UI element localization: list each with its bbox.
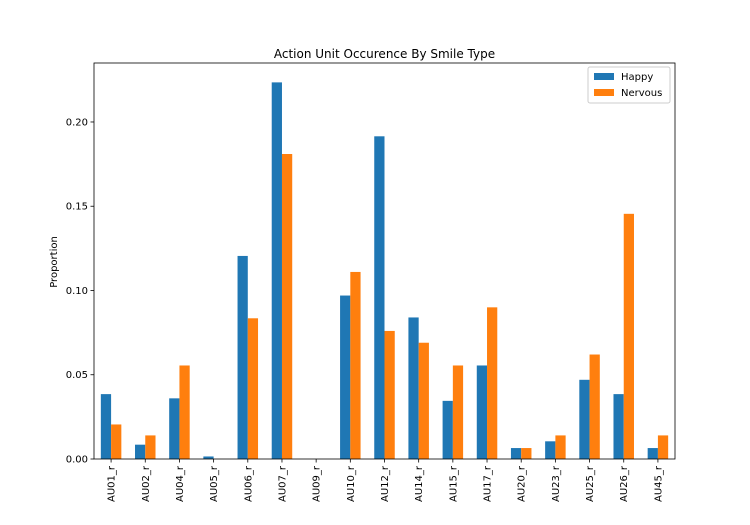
- x-tick-label: AU12_r: [380, 465, 391, 502]
- legend-label-happy: Happy: [621, 72, 653, 83]
- legend: Happy Nervous: [587, 66, 671, 104]
- bar-nervous-au04_r: [179, 365, 190, 459]
- axes-group: 0.00 0.05 0.10 0.15 0.20 AU01_r AU02_r AU04_r AU…: [66, 62, 676, 502]
- bars-group: [100, 82, 669, 460]
- bar-nervous-au10_r: [350, 271, 361, 459]
- bar-nervous-au12_r: [384, 330, 395, 459]
- y-tick-label: 0.05: [66, 370, 88, 381]
- bar-happy-au17_r: [476, 365, 488, 459]
- bar-nervous-au25_r: [589, 354, 600, 459]
- bar-happy-au02_r: [135, 444, 146, 459]
- bar-happy-au20_r: [510, 448, 522, 459]
- bar-nervous-au23_r: [555, 435, 566, 459]
- x-tick-label: AU01_r: [107, 465, 118, 502]
- x-tick-label: AU14_r: [414, 465, 425, 502]
- x-tick-label: AU25_r: [585, 465, 596, 502]
- bar-nervous-au17_r: [487, 307, 498, 459]
- legend-swatch-nervous: [594, 89, 614, 96]
- bar-happy-au12_r: [374, 136, 385, 460]
- y-tick-label: 0.10: [66, 286, 88, 297]
- y-axis-label: Proportion: [49, 236, 60, 288]
- bar-happy-au26_r: [613, 394, 624, 459]
- x-tick-label: AU23_r: [551, 465, 562, 502]
- bar-happy-au05_r: [203, 456, 214, 459]
- y-tick-label: 0.00: [66, 455, 88, 466]
- legend-label-nervous: Nervous: [621, 88, 662, 99]
- bar-nervous-au01_r: [111, 424, 122, 459]
- x-tick-label: AU02_r: [141, 465, 152, 502]
- bar-happy-au01_r: [100, 394, 112, 459]
- x-tick-label: AU06_r: [243, 465, 254, 502]
- bar-happy-au04_r: [169, 398, 180, 459]
- bar-happy-au25_r: [579, 379, 590, 459]
- x-tick-label: AU20_r: [517, 465, 528, 502]
- bar-nervous-au06_r: [247, 318, 259, 459]
- bar-happy-au07_r: [271, 82, 282, 459]
- bar-nervous-au14_r: [418, 342, 429, 459]
- x-tick-label: AU26_r: [619, 465, 630, 502]
- x-tick-label: AU07_r: [277, 465, 288, 502]
- x-tick-label: AU17_r: [483, 465, 494, 502]
- y-tick-label: 0.20: [66, 117, 88, 128]
- bar-nervous-au20_r: [521, 448, 532, 459]
- x-tick-label: AU05_r: [209, 465, 220, 502]
- bar-happy-au10_r: [340, 295, 351, 459]
- x-tick-label: AU15_r: [448, 465, 459, 502]
- bar-nervous-au26_r: [623, 213, 634, 459]
- bar-happy-au14_r: [408, 317, 419, 459]
- bar-nervous-au15_r: [452, 365, 464, 459]
- bar-happy-au06_r: [237, 255, 248, 459]
- y-tick-label: 0.15: [66, 202, 88, 213]
- bar-nervous-au45_r: [657, 435, 669, 459]
- bar-nervous-au07_r: [281, 154, 293, 459]
- bar-nervous-au02_r: [145, 435, 156, 459]
- x-tick-label: AU45_r: [653, 465, 664, 502]
- chart-title: Action Unit Occurence By Smile Type: [274, 47, 495, 61]
- bar-happy-au15_r: [442, 400, 453, 459]
- legend-swatch-happy: [594, 73, 614, 80]
- x-tick-label: AU09_r: [312, 465, 323, 502]
- x-tick-label: AU10_r: [346, 465, 357, 502]
- bar-happy-au23_r: [545, 441, 556, 459]
- x-tick-label: AU04_r: [175, 465, 186, 502]
- bar-happy-au45_r: [647, 448, 658, 459]
